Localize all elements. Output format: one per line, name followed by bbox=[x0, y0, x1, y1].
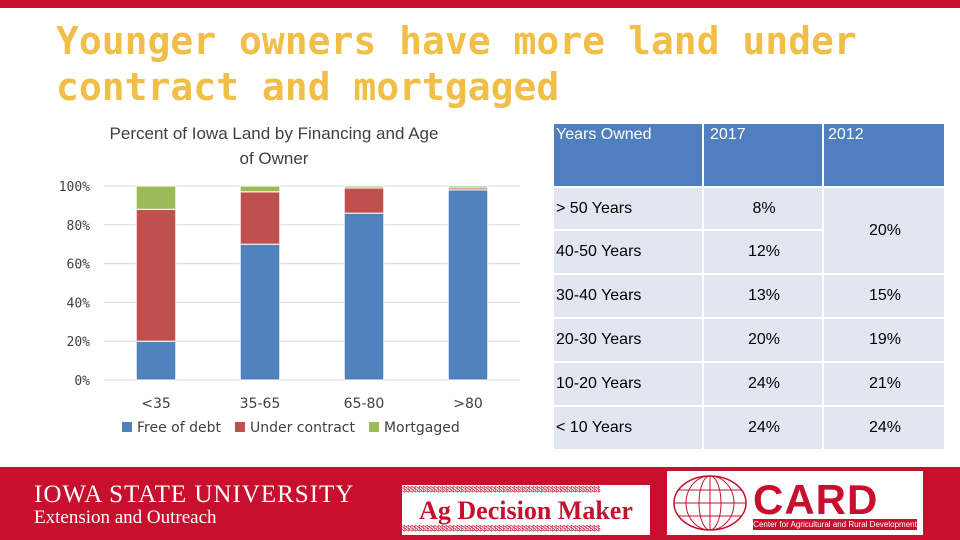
bar-segment bbox=[135, 185, 177, 210]
value-2017: 20% bbox=[702, 317, 824, 363]
row-label: 20-30 Years bbox=[552, 317, 704, 363]
table-row: 40-50 Years 12% bbox=[552, 229, 945, 275]
chart-legend: Free of debt Under contract Mortgaged bbox=[122, 420, 460, 436]
header-2012: 2012 bbox=[822, 122, 946, 188]
legend-label: Free of debt bbox=[137, 420, 221, 436]
x-tick-label: 65-80 bbox=[344, 396, 385, 412]
years-owned-table: Years Owned 2017 2012 > 50 Years 8% 20% … bbox=[552, 122, 946, 451]
value-2017: 13% bbox=[702, 273, 824, 319]
value-2017: 24% bbox=[702, 361, 824, 407]
adm-logo-text: Ag Decision Maker bbox=[419, 496, 633, 525]
row-label: > 50 Years bbox=[552, 186, 704, 231]
isu-logo-subtitle: Extension and Outreach bbox=[34, 507, 217, 528]
top-accent-bar bbox=[0, 0, 960, 8]
chart-title-line-2: of Owner bbox=[240, 149, 309, 168]
value-2012: 15% bbox=[822, 273, 946, 319]
y-tick-label: 20% bbox=[67, 335, 91, 350]
card-logo-subtitle: Center for Agricultural and Rural Develo… bbox=[753, 519, 917, 530]
legend-label: Mortgaged bbox=[384, 420, 460, 436]
bar-segment bbox=[343, 187, 385, 214]
adm-dollar-border-top: $$$$$$$$$$$$$$$$$$$$$$$$$$$$$$$$$$$$$$$$… bbox=[402, 486, 601, 495]
bar-segment bbox=[239, 243, 281, 381]
bar-segment bbox=[135, 340, 177, 381]
legend-swatch bbox=[368, 422, 379, 432]
bar-segment bbox=[447, 185, 489, 189]
slide-title-line-1: Younger owners have more land under bbox=[56, 19, 857, 63]
table-row: 10-20 Years 24% 21% bbox=[552, 361, 946, 407]
header-2017: 2017 bbox=[702, 122, 824, 188]
row-label: 30-40 Years bbox=[552, 273, 704, 319]
y-tick-label: 60% bbox=[67, 258, 91, 273]
card-logo: CARD Center for Agricultural and Rural D… bbox=[667, 471, 923, 535]
x-tick-label: >80 bbox=[453, 396, 483, 412]
x-axis-tick-labels: <35 35-65 65-80 >80 bbox=[141, 396, 483, 412]
row-label: < 10 Years bbox=[552, 405, 704, 451]
y-axis-tick-labels: 0% 20% 40% 60% 80% 100% bbox=[59, 180, 90, 389]
table-header-row: Years Owned 2017 2012 bbox=[552, 122, 946, 188]
card-logo-word: CARD bbox=[753, 476, 879, 523]
bar-segment bbox=[239, 191, 281, 245]
globe-icon bbox=[673, 475, 747, 531]
table-row: 20-30 Years 20% 19% bbox=[552, 317, 946, 363]
footer-bar: IOWA STATE UNIVERSITY Extension and Outr… bbox=[0, 467, 960, 540]
value-2017: 12% bbox=[702, 229, 824, 275]
value-2012: 21% bbox=[822, 361, 946, 407]
row-label: 40-50 Years bbox=[552, 229, 704, 275]
bar-segment bbox=[239, 185, 281, 193]
legend-swatch bbox=[122, 422, 132, 432]
table-row: > 50 Years 8% 20% bbox=[552, 186, 946, 275]
value-2017: 24% bbox=[702, 405, 824, 451]
y-tick-label: 40% bbox=[67, 296, 91, 311]
isu-logo-name: IOWA STATE UNIVERSITY bbox=[34, 481, 355, 508]
legend-swatch bbox=[234, 422, 245, 432]
table-row: 30-40 Years 13% 15% bbox=[552, 273, 946, 319]
y-tick-label: 100% bbox=[59, 180, 90, 195]
adm-dollar-border-bottom: $$$$$$$$$$$$$$$$$$$$$$$$$$$$$$$$$$$$$$$$… bbox=[402, 525, 601, 534]
ag-decision-maker-logo: $$$$$$$$$$$$$$$$$$$$$$$$$$$$$$$$$$$$$$$$… bbox=[402, 485, 650, 535]
y-tick-label: 80% bbox=[67, 219, 91, 234]
header-years-owned: Years Owned bbox=[552, 122, 704, 188]
bar-segment bbox=[447, 189, 489, 381]
chart-title-line-1: Percent of Iowa Land by Financing and Ag… bbox=[110, 124, 439, 143]
value-2017: 8% bbox=[702, 186, 824, 231]
value-2012: 19% bbox=[822, 317, 946, 363]
bar-segment bbox=[343, 212, 385, 381]
stacked-bar-chart: Percent of Iowa Land by Financing and Ag… bbox=[59, 124, 520, 436]
bar-segment bbox=[343, 185, 385, 189]
slide-title-line-2: contract and mortgaged bbox=[56, 65, 560, 109]
bar-segment bbox=[135, 208, 177, 342]
y-tick-label: 0% bbox=[74, 374, 90, 389]
row-label: 10-20 Years bbox=[552, 361, 704, 407]
slide-title: Younger owners have more land under cont… bbox=[56, 18, 936, 110]
table-row: < 10 Years 24% 24% bbox=[552, 405, 946, 451]
legend-label: Under contract bbox=[250, 420, 355, 436]
value-2012: 24% bbox=[822, 405, 946, 451]
value-2012-merged: 20% bbox=[822, 186, 946, 275]
chart-bars bbox=[135, 185, 489, 381]
x-tick-label: <35 bbox=[141, 396, 171, 412]
x-tick-label: 35-65 bbox=[240, 396, 281, 412]
